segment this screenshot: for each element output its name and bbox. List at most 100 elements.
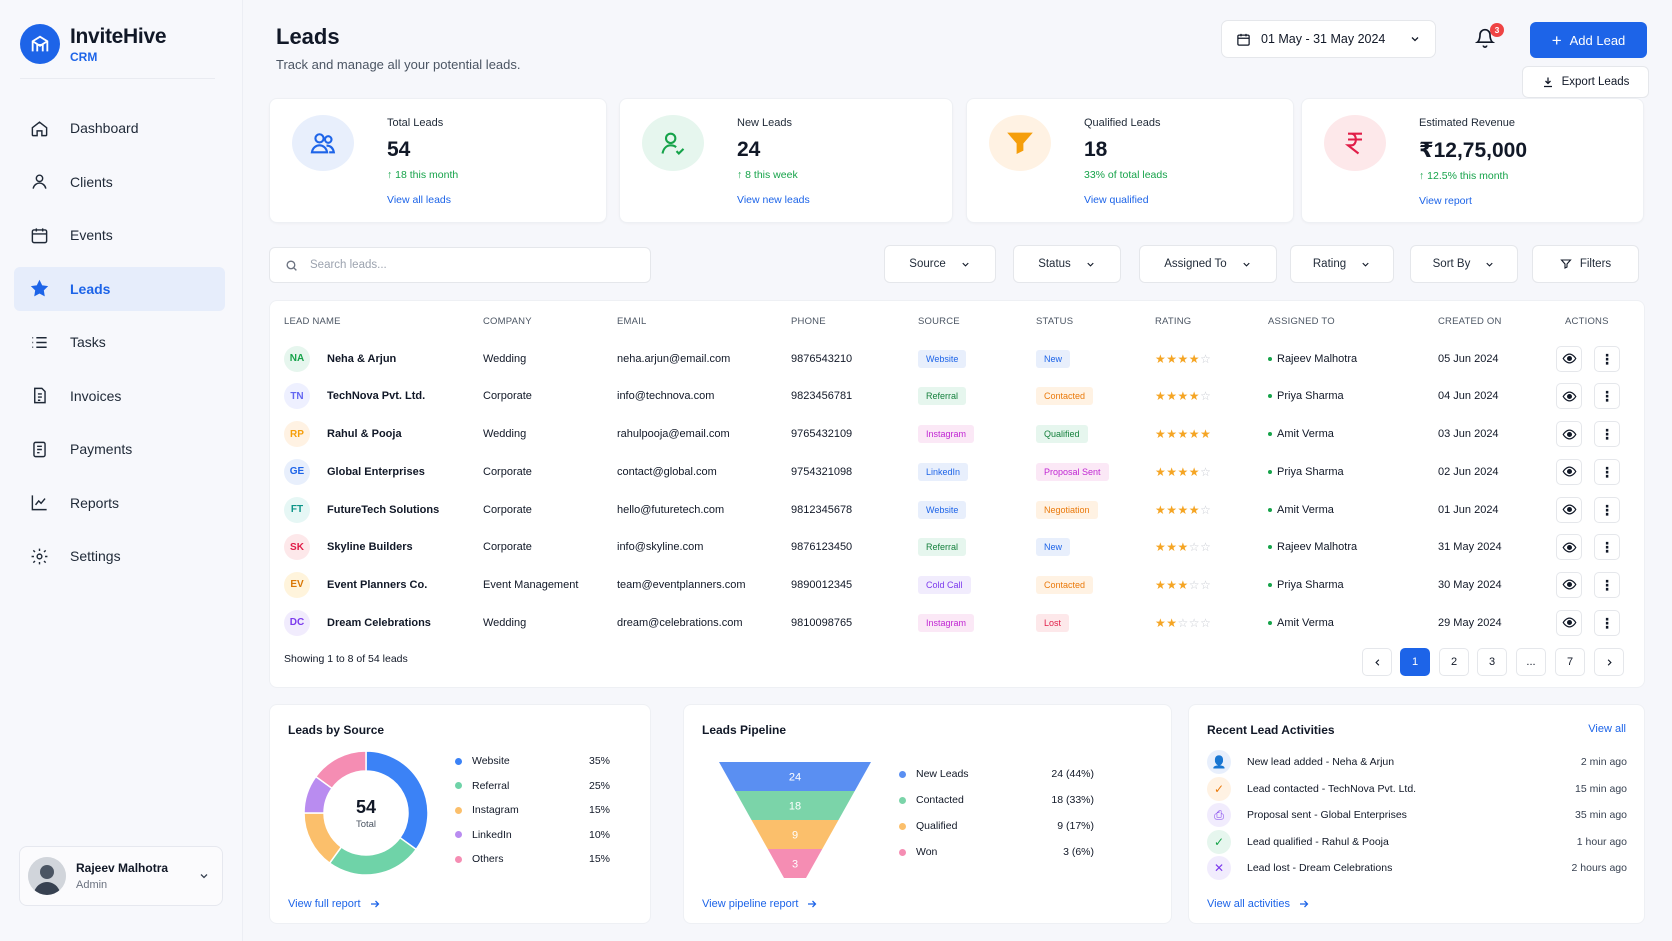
view-button[interactable] [1556,534,1582,561]
more-button[interactable]: ⋮ [1594,609,1620,636]
more-button[interactable]: ⋮ [1594,383,1620,410]
funnel-stage-contacted[interactable] [735,791,855,820]
view-all-link[interactable]: View all [1588,723,1626,735]
filter-sort-by[interactable]: Sort By [1410,245,1518,283]
activity-item[interactable]: ✕ Lead lost - Dream Celebrations 2 hours a… [1207,855,1627,881]
lead-name: FutureTech Solutions [327,503,440,516]
stat-link[interactable]: View qualified [1084,194,1149,206]
activity-item[interactable]: ✓ Lead qualified - Rahul & Pooja 1 hour ag… [1207,829,1627,855]
view-button[interactable] [1556,421,1582,448]
view-button[interactable] [1556,383,1582,410]
table-row[interactable]: EV Event Planners Co. Event Management team… [270,566,1640,604]
status-dot [1268,356,1272,361]
chevron-right-icon [1607,658,1612,666]
sidebar-item-label: Leads [70,280,111,297]
recent-activities-card: Recent Lead Activities View all View all… [1188,704,1645,924]
prev-page-button[interactable] [1362,648,1392,676]
chevron-down-icon [1486,262,1494,267]
more-button[interactable]: ⋮ [1594,458,1620,485]
legend-dot [455,757,462,765]
column-header: RATING [1155,316,1192,327]
sidebar-item-events[interactable]: Events [14,213,225,257]
stat-link[interactable]: View all leads [387,194,452,206]
page-button[interactable]: 2 [1439,648,1469,676]
page-button[interactable]: 1 [1400,648,1430,676]
avatar: GE [284,458,310,485]
date-range-picker[interactable]: 01 May - 31 May 2024 [1221,20,1436,58]
sidebar-item-clients[interactable]: Clients [14,160,225,204]
view-button[interactable] [1556,571,1582,598]
more-button[interactable]: ⋮ [1594,421,1620,448]
more-button[interactable]: ⋮ [1594,345,1620,372]
donut-slice-others[interactable] [314,751,367,790]
lead-company: Corporate [483,390,532,403]
arrow-right-icon [1299,900,1309,908]
stat-link[interactable]: View report [1419,195,1472,207]
page-button[interactable]: ... [1516,648,1546,676]
table-row[interactable]: NA Neha & Arjun Wedding neha.arjun@email.co… [270,340,1640,378]
status-dot [1268,545,1272,550]
user-card[interactable]: Rajeev Malhotra Admin [19,846,223,906]
filter-label: Source [909,258,946,270]
view-button[interactable] [1556,458,1582,485]
more-button[interactable]: ⋮ [1594,534,1620,561]
more-button[interactable]: ⋮ [1594,496,1620,523]
lead-phone: 9810098765 [791,616,853,629]
notifications-button[interactable]: 3 [1474,23,1504,54]
sidebar-item-payments[interactable]: Payments [14,427,225,471]
sidebar-item-leads[interactable]: Leads [14,266,225,311]
filters-button[interactable]: Filters [1532,245,1639,283]
view-button[interactable] [1556,345,1582,372]
stat-value: 18 [1084,138,1108,161]
table-row[interactable]: RP Rahul & Pooja Wedding rahulpooja@email.c… [270,415,1640,453]
filter-source[interactable]: Source [884,245,996,283]
filter-assigned-to[interactable]: Assigned To [1139,245,1277,283]
table-row[interactable]: DC Dream Celebrations Wedding dream@celebra… [270,604,1640,642]
filter-rating[interactable]: Rating [1290,245,1394,283]
check-double-icon: ✓ [1207,829,1231,854]
page-button[interactable]: 7 [1555,648,1585,676]
sidebar-item-reports[interactable]: Reports [14,481,225,525]
pagination-summary: Showing 1 to 8 of 54 leads [284,653,408,665]
users-icon [292,115,354,171]
notification-badge: 3 [1490,23,1504,37]
add-lead-button[interactable]: + Add Lead [1530,22,1647,58]
sidebar-item-invoices[interactable]: Invoices [14,374,225,418]
view-button[interactable] [1556,609,1582,636]
activity-item[interactable]: ⎙ Proposal sent - Global Enterprises 35 mi… [1207,802,1627,828]
table-row[interactable]: TN TechNova Pvt. Ltd. Corporate info@techno… [270,378,1640,416]
view-button[interactable] [1556,496,1582,523]
brand[interactable]: InviteHive CRM [20,24,167,64]
created-on: 03 Jun 2024 [1438,428,1499,441]
sidebar-item-settings[interactable]: Settings [14,534,225,578]
funnel-stage-new-leads[interactable] [719,762,871,791]
next-page-button[interactable] [1594,648,1624,676]
view-all-activities-link[interactable]: View all activities [1207,898,1310,910]
source-badge: Instagram [918,425,975,444]
page-button[interactable]: 3 [1477,648,1507,676]
funnel-stage-qualified[interactable] [751,820,839,849]
eye-icon [1562,579,1576,590]
user-check-icon [642,115,704,171]
table-row[interactable]: GE Global Enterprises Corporate contact@glo… [270,453,1640,491]
activity-item[interactable]: 👤 New lead added - Neha & Arjun 2 min ago [1207,749,1627,775]
view-full-report-link[interactable]: View full report [288,898,381,910]
brand-name: InviteHive [70,24,167,48]
stat-value: ₹12,75,000 [1419,139,1528,162]
donut-slice-referral[interactable] [328,836,418,875]
funnel-stage-won[interactable] [767,849,823,878]
activity-item[interactable]: ✓ Lead contacted - TechNova Pvt. Ltd. 15 m… [1207,776,1627,802]
stat-link[interactable]: View new leads [737,194,810,206]
sidebar-item-tasks[interactable]: Tasks [14,320,225,364]
search-input[interactable]: Search leads... [269,247,651,283]
view-pipeline-report-link[interactable]: View pipeline report [702,898,818,910]
export-leads-button[interactable]: Export Leads [1522,66,1649,98]
sidebar-item-dashboard[interactable]: Dashboard [14,106,225,150]
table-row[interactable]: SK Skyline Builders Corporate info@skyline.… [270,529,1640,567]
leads-pipeline-card: Leads Pipeline 24 18 9 3 View pipeline repo… [683,704,1172,924]
more-button[interactable]: ⋮ [1594,571,1620,598]
filter-status[interactable]: Status [1013,245,1121,283]
stat-label: Qualified Leads [1084,117,1161,129]
table-row[interactable]: FT FutureTech Solutions Corporate hello@fut… [270,491,1640,529]
chevron-down-icon[interactable] [198,870,210,882]
